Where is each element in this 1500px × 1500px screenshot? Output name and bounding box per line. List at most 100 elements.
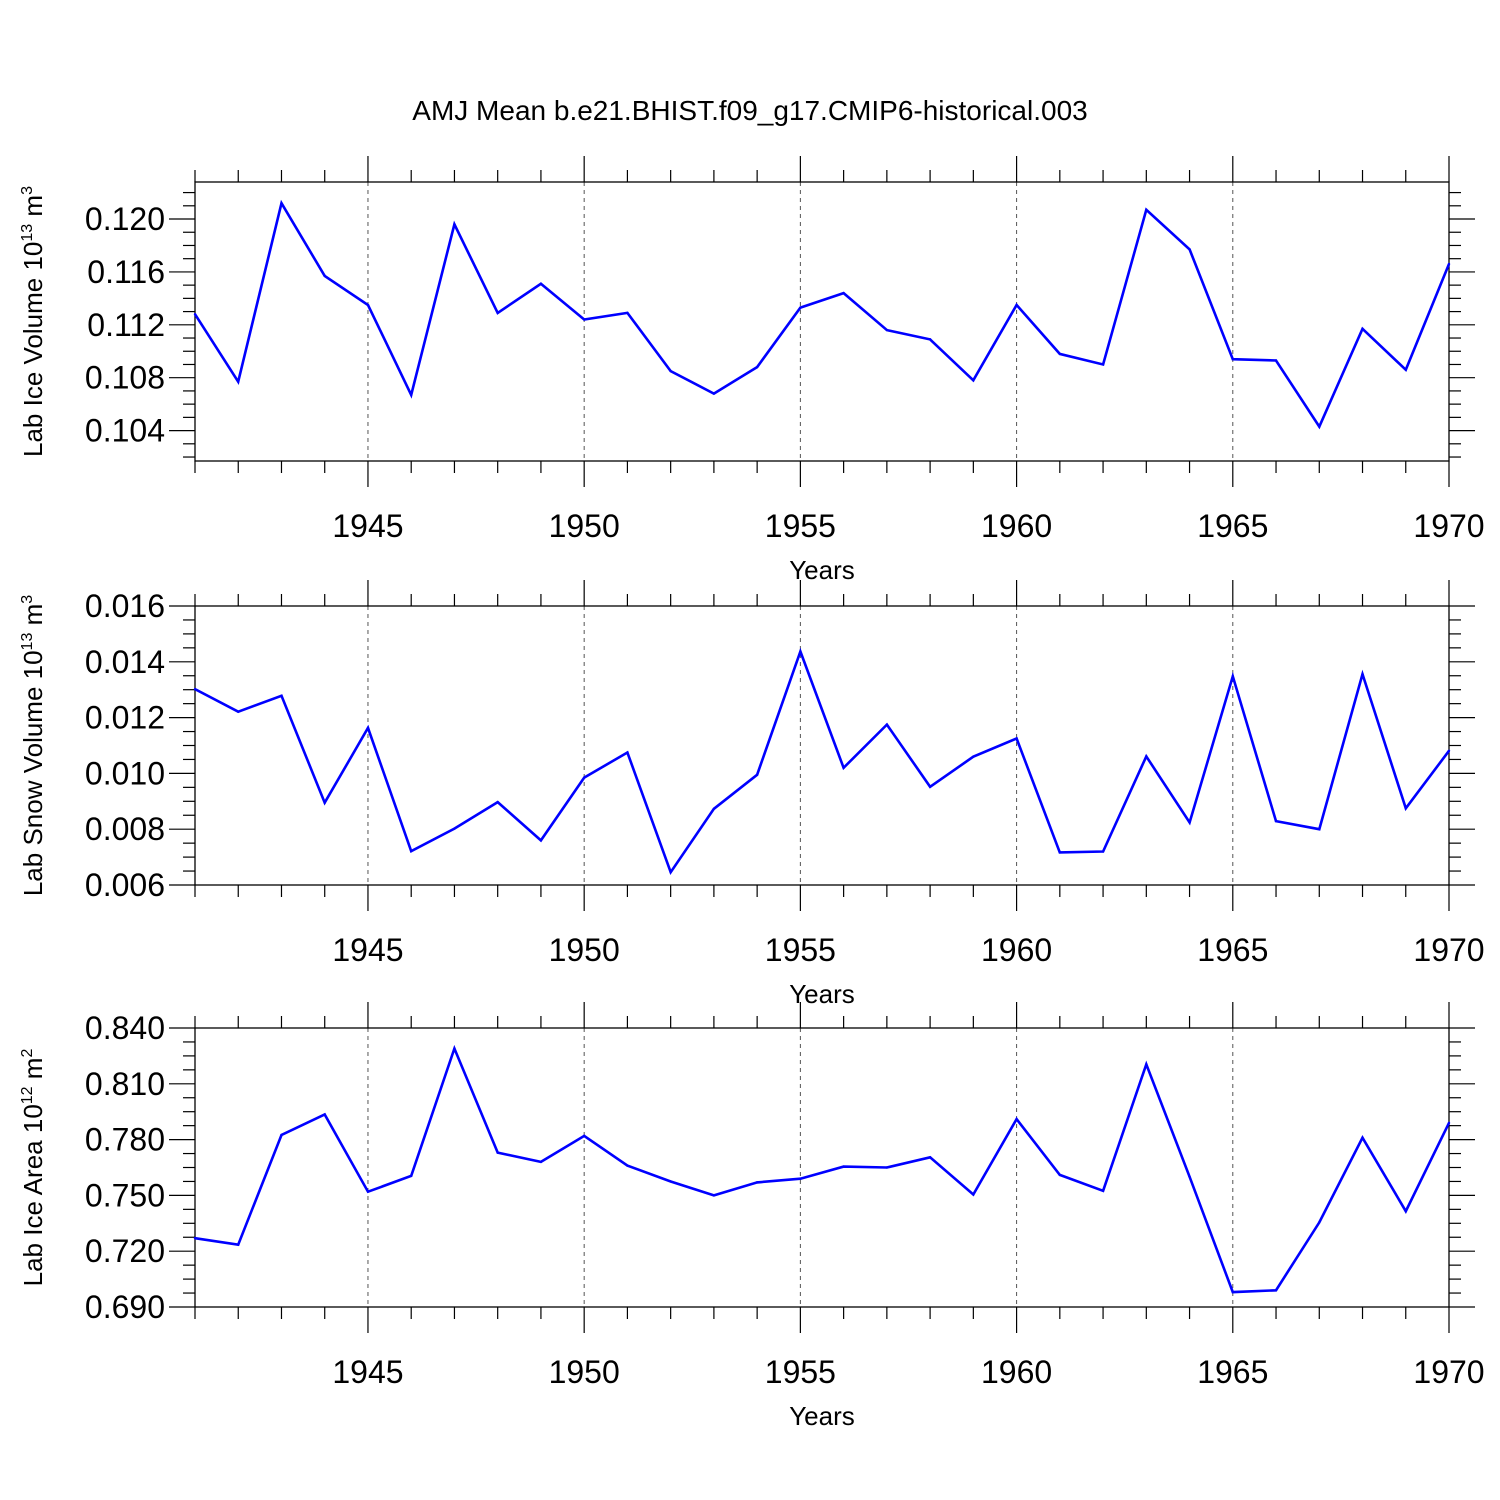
- plot-frame: [194, 181, 1450, 462]
- data-point: [1015, 1117, 1018, 1121]
- data-point: [1447, 1121, 1451, 1125]
- data-point: [1058, 851, 1062, 854]
- data-point: [1015, 737, 1018, 740]
- x-tick-label: 1965: [1197, 932, 1268, 968]
- data-point: [539, 839, 543, 842]
- panel-2: 0.006 0.008 0.010 0.012 0.014 0.016 1945 1950 19…: [18, 580, 1485, 1009]
- data-point: [237, 1243, 240, 1246]
- panel-3: 0.690 0.720 0.750 0.780 0.810 0.840 1945 1950 19…: [18, 1002, 1485, 1431]
- data-point: [1361, 672, 1364, 676]
- data-point: [972, 379, 975, 382]
- series-line: [193, 199, 1451, 430]
- data-point: [842, 1165, 845, 1168]
- data-point: [755, 773, 759, 776]
- data-point: [453, 223, 456, 226]
- x-tick-label: 1965: [1197, 1354, 1268, 1390]
- data-point: [280, 694, 283, 698]
- data-point: [626, 1164, 629, 1167]
- data-point: [366, 1190, 370, 1193]
- data-point: [410, 393, 413, 397]
- y-tick-label: 0.840: [85, 1010, 165, 1046]
- data-point: [496, 311, 499, 315]
- data-point: [1447, 262, 1451, 266]
- y-tick-label: 0.006: [85, 867, 165, 903]
- data-point: [1404, 807, 1407, 810]
- data-point: [1101, 363, 1105, 366]
- data-point: [669, 1180, 672, 1183]
- data-point: [1274, 819, 1278, 823]
- data-point: [237, 380, 240, 383]
- y-tick-label: 0.112: [87, 307, 165, 343]
- data-point: [1318, 828, 1321, 831]
- data-point: [1274, 359, 1278, 362]
- data-point: [323, 1113, 326, 1116]
- data-point: [323, 274, 326, 278]
- data-point: [755, 365, 759, 369]
- data-point: [972, 755, 975, 758]
- data-point: [1404, 368, 1407, 371]
- data-point: [193, 313, 197, 316]
- data-point: [453, 827, 456, 830]
- y-tick-label: 0.014: [85, 644, 165, 680]
- data-point: [1231, 1290, 1234, 1294]
- data-point: [842, 766, 845, 770]
- data-point: [582, 776, 586, 779]
- data-point: [1361, 1136, 1364, 1139]
- data-point: [1188, 248, 1191, 251]
- data-point: [280, 201, 283, 205]
- data-point: [1058, 1173, 1062, 1177]
- plot-frame: [194, 605, 1450, 886]
- data-point: [1318, 425, 1321, 428]
- y-axis-title: Lab Ice Area 1012 m2: [18, 1049, 48, 1287]
- data-point: [928, 1156, 932, 1159]
- x-axis-title: Years: [789, 1401, 855, 1431]
- x-tick-label: 1945: [332, 1354, 403, 1390]
- data-point: [842, 291, 845, 295]
- data-point: [712, 807, 716, 811]
- data-point: [1361, 327, 1364, 330]
- y-tick-label: 0.010: [85, 755, 165, 791]
- x-tick-label: 1945: [332, 508, 403, 544]
- data-point: [972, 1193, 975, 1196]
- data-point: [496, 800, 499, 804]
- data-point: [1318, 1221, 1321, 1224]
- series-line: [194, 1044, 1451, 1294]
- data-point: [885, 723, 889, 726]
- data-point: [626, 311, 629, 315]
- data-point: [1145, 208, 1148, 211]
- data-point: [1274, 1289, 1278, 1292]
- panel-1: 0.104 0.108 0.112 0.116 0.120 1945 1950 1955 196…: [18, 156, 1485, 585]
- data-point: [1231, 675, 1234, 678]
- data-point: [582, 318, 586, 321]
- data-point: [323, 801, 326, 804]
- data-point: [582, 1134, 586, 1138]
- x-axis-title: Years: [789, 555, 855, 585]
- x-tick-label: 1950: [549, 932, 620, 968]
- x-tick-label: 1970: [1413, 932, 1484, 968]
- data-point: [799, 650, 802, 653]
- x-tick-label: 1955: [765, 932, 836, 968]
- series-line: [194, 647, 1451, 876]
- data-point: [366, 726, 370, 730]
- y-tick-label: 0.720: [85, 1233, 165, 1269]
- data-point: [1145, 755, 1148, 758]
- data-point: [453, 1047, 456, 1050]
- data-point: [1015, 303, 1018, 307]
- x-tick-label: 1970: [1413, 508, 1484, 544]
- data-point: [669, 870, 672, 874]
- data-point: [410, 850, 413, 853]
- figure-title: AMJ Mean b.e21.BHIST.f09_g17.CMIP6-histo…: [412, 95, 1087, 126]
- data-point: [539, 1160, 543, 1164]
- panels: 0.104 0.108 0.112 0.116 0.120 1945 1950 1955 196…: [18, 156, 1485, 1431]
- y-axis-title: Lab Ice Volume 1013 m3: [18, 186, 48, 457]
- data-point: [712, 1194, 716, 1197]
- data-point: [885, 1166, 889, 1169]
- data-point: [193, 1236, 197, 1240]
- x-tick-label: 1960: [981, 508, 1052, 544]
- data-point: [928, 338, 932, 341]
- data-point: [1231, 357, 1234, 361]
- y-tick-label: 0.116: [87, 254, 165, 290]
- data-point: [539, 282, 543, 286]
- data-point: [1145, 1063, 1148, 1066]
